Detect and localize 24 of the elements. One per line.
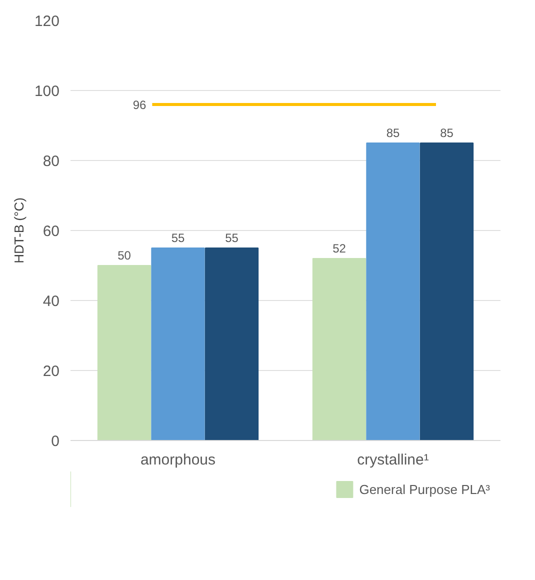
data-label: 55 xyxy=(225,231,239,245)
bar xyxy=(204,248,259,440)
y-tick-label: 40 xyxy=(42,293,60,310)
y-axis-title: HDT-B (°C) xyxy=(11,198,26,264)
data-label: 85 xyxy=(386,126,400,140)
y-tick-label: 0 xyxy=(51,433,60,450)
bar xyxy=(151,248,205,440)
bar xyxy=(420,142,474,440)
bar xyxy=(366,142,420,440)
ref-line-label: 96 xyxy=(132,98,147,112)
data-label: 50 xyxy=(118,248,132,262)
y-tick-label: 80 xyxy=(42,153,60,170)
y-tick-label: 120 xyxy=(34,13,60,30)
data-label: 85 xyxy=(440,126,454,140)
bar xyxy=(312,258,366,440)
y-tick-label: 60 xyxy=(42,223,60,240)
legend-label: General Purpose PLA³ xyxy=(359,482,490,496)
y-tick-label: 20 xyxy=(42,363,60,380)
data-label: 55 xyxy=(171,231,185,245)
x-tick-label: amorphous xyxy=(140,452,216,468)
y-tick-label: 100 xyxy=(34,83,60,100)
bar xyxy=(97,265,152,440)
data-label: 52 xyxy=(332,242,346,256)
x-tick-label: crystalline¹ xyxy=(357,452,429,468)
